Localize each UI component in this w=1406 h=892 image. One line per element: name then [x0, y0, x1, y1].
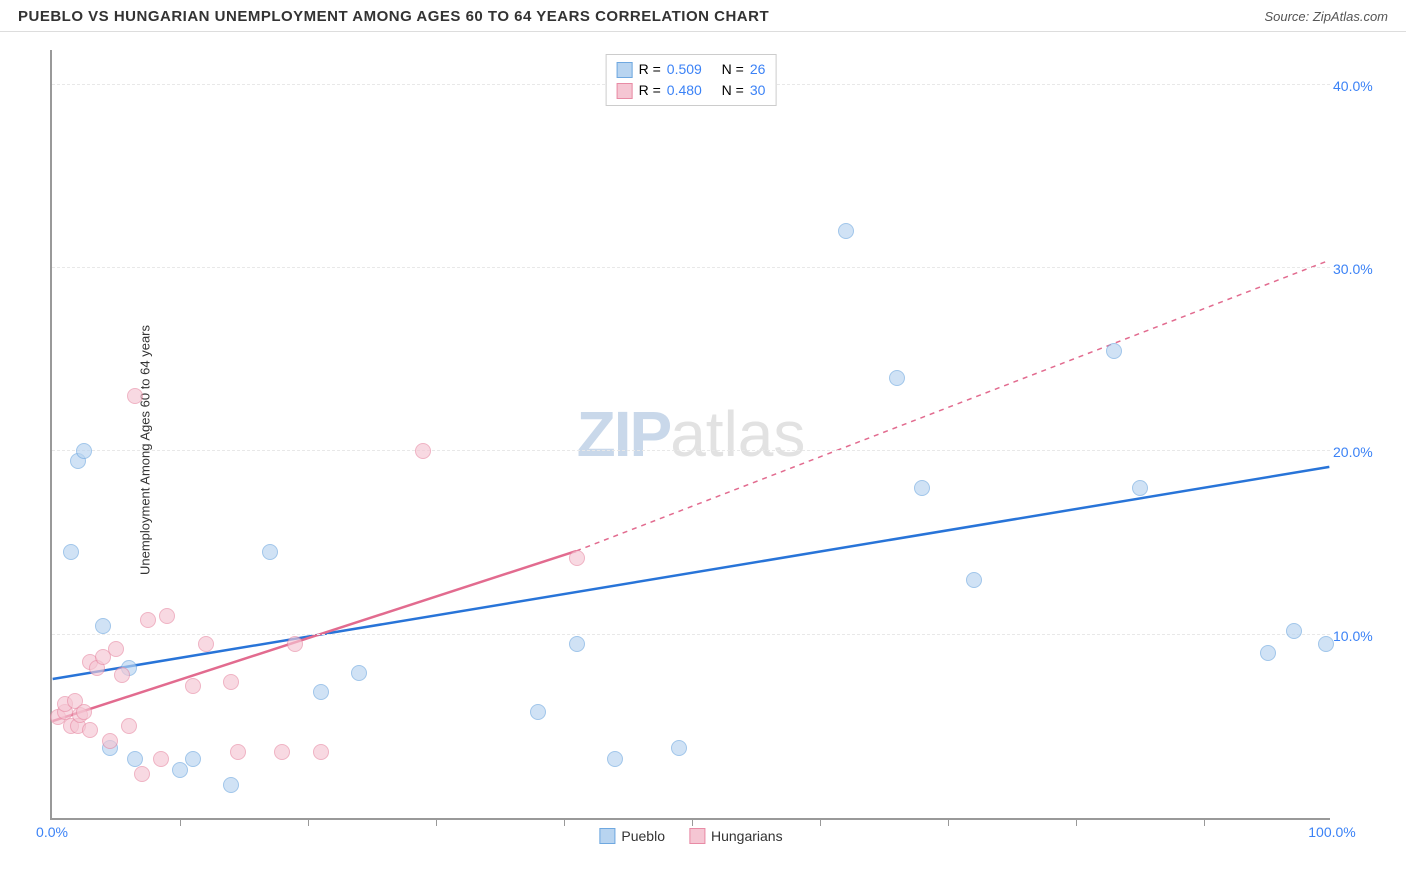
- legend-series-box: Pueblo Hungarians: [599, 828, 782, 844]
- data-point: [274, 744, 290, 760]
- data-point: [185, 751, 201, 767]
- data-point: [530, 704, 546, 720]
- legend-swatch-hungarians-icon: [689, 828, 705, 844]
- data-point: [914, 480, 930, 496]
- plot-area: ZIPatlas R = 0.509 N = 26 R = 0.480 N = …: [50, 50, 1330, 820]
- x-minor-tick: [692, 818, 693, 826]
- data-point: [172, 762, 188, 778]
- data-point: [121, 718, 137, 734]
- legend-label-pueblo: Pueblo: [621, 828, 665, 844]
- legend-swatch-hungarians: [617, 83, 633, 99]
- x-minor-tick: [564, 818, 565, 826]
- legend-R-label: R =: [639, 59, 661, 80]
- data-point: [127, 751, 143, 767]
- legend-N-label: N =: [722, 80, 744, 101]
- data-point: [966, 572, 982, 588]
- y-tick-label: 10.0%: [1333, 628, 1388, 644]
- y-tick-label: 20.0%: [1333, 444, 1388, 460]
- legend-stats-row-hungarians: R = 0.480 N = 30: [617, 80, 766, 101]
- x-minor-tick: [1076, 818, 1077, 826]
- data-point: [1260, 645, 1276, 661]
- data-point: [415, 443, 431, 459]
- grid-line: [52, 267, 1330, 268]
- data-point: [102, 733, 118, 749]
- data-point: [262, 544, 278, 560]
- data-point: [223, 674, 239, 690]
- watermark: ZIPatlas: [577, 397, 806, 471]
- data-point: [108, 641, 124, 657]
- data-point: [1106, 343, 1122, 359]
- data-point: [607, 751, 623, 767]
- data-point: [1286, 623, 1302, 639]
- trend-line: [53, 467, 1330, 679]
- legend-R-value-pueblo: 0.509: [667, 59, 702, 80]
- data-point: [159, 608, 175, 624]
- x-tick-label: 0.0%: [36, 824, 68, 840]
- x-minor-tick: [820, 818, 821, 826]
- legend-swatch-pueblo-icon: [599, 828, 615, 844]
- legend-N-value-hungarians: 30: [750, 80, 766, 101]
- y-tick-label: 30.0%: [1333, 261, 1388, 277]
- chart-source: Source: ZipAtlas.com: [1264, 9, 1388, 24]
- watermark-zip: ZIP: [577, 398, 671, 470]
- legend-stats-box: R = 0.509 N = 26 R = 0.480 N = 30: [606, 54, 777, 106]
- chart-header: PUEBLO VS HUNGARIAN UNEMPLOYMENT AMONG A…: [0, 0, 1406, 32]
- data-point: [223, 777, 239, 793]
- data-point: [313, 744, 329, 760]
- data-point: [76, 443, 92, 459]
- x-tick-label: 100.0%: [1308, 824, 1355, 840]
- data-point: [1318, 636, 1334, 652]
- legend-N-label: N =: [722, 59, 744, 80]
- data-point: [185, 678, 201, 694]
- data-point: [140, 612, 156, 628]
- legend-label-hungarians: Hungarians: [711, 828, 783, 844]
- data-point: [671, 740, 687, 756]
- x-minor-tick: [948, 818, 949, 826]
- legend-R-value-hungarians: 0.480: [667, 80, 702, 101]
- data-point: [569, 550, 585, 566]
- legend-item-pueblo: Pueblo: [599, 828, 665, 844]
- chart-title: PUEBLO VS HUNGARIAN UNEMPLOYMENT AMONG A…: [18, 8, 769, 25]
- data-point: [569, 636, 585, 652]
- data-point: [198, 636, 214, 652]
- data-point: [76, 704, 92, 720]
- legend-R-label: R =: [639, 80, 661, 101]
- x-minor-tick: [308, 818, 309, 826]
- chart-container: Unemployment Among Ages 60 to 64 years Z…: [50, 50, 1380, 850]
- data-point: [63, 544, 79, 560]
- legend-item-hungarians: Hungarians: [689, 828, 783, 844]
- data-point: [95, 618, 111, 634]
- grid-line: [52, 450, 1330, 451]
- data-point: [114, 667, 130, 683]
- data-point: [82, 722, 98, 738]
- trend-line: [576, 260, 1329, 551]
- grid-line: [52, 634, 1330, 635]
- data-point: [230, 744, 246, 760]
- data-point: [1132, 480, 1148, 496]
- watermark-atlas: atlas: [670, 398, 805, 470]
- data-point: [287, 636, 303, 652]
- data-point: [889, 370, 905, 386]
- data-point: [838, 223, 854, 239]
- trend-lines-svg: [52, 50, 1330, 818]
- data-point: [351, 665, 367, 681]
- x-minor-tick: [436, 818, 437, 826]
- data-point: [153, 751, 169, 767]
- data-point: [127, 388, 143, 404]
- data-point: [313, 684, 329, 700]
- legend-swatch-pueblo: [617, 62, 633, 78]
- x-minor-tick: [1204, 818, 1205, 826]
- legend-stats-row-pueblo: R = 0.509 N = 26: [617, 59, 766, 80]
- x-minor-tick: [180, 818, 181, 826]
- data-point: [134, 766, 150, 782]
- legend-N-value-pueblo: 26: [750, 59, 766, 80]
- y-tick-label: 40.0%: [1333, 78, 1388, 94]
